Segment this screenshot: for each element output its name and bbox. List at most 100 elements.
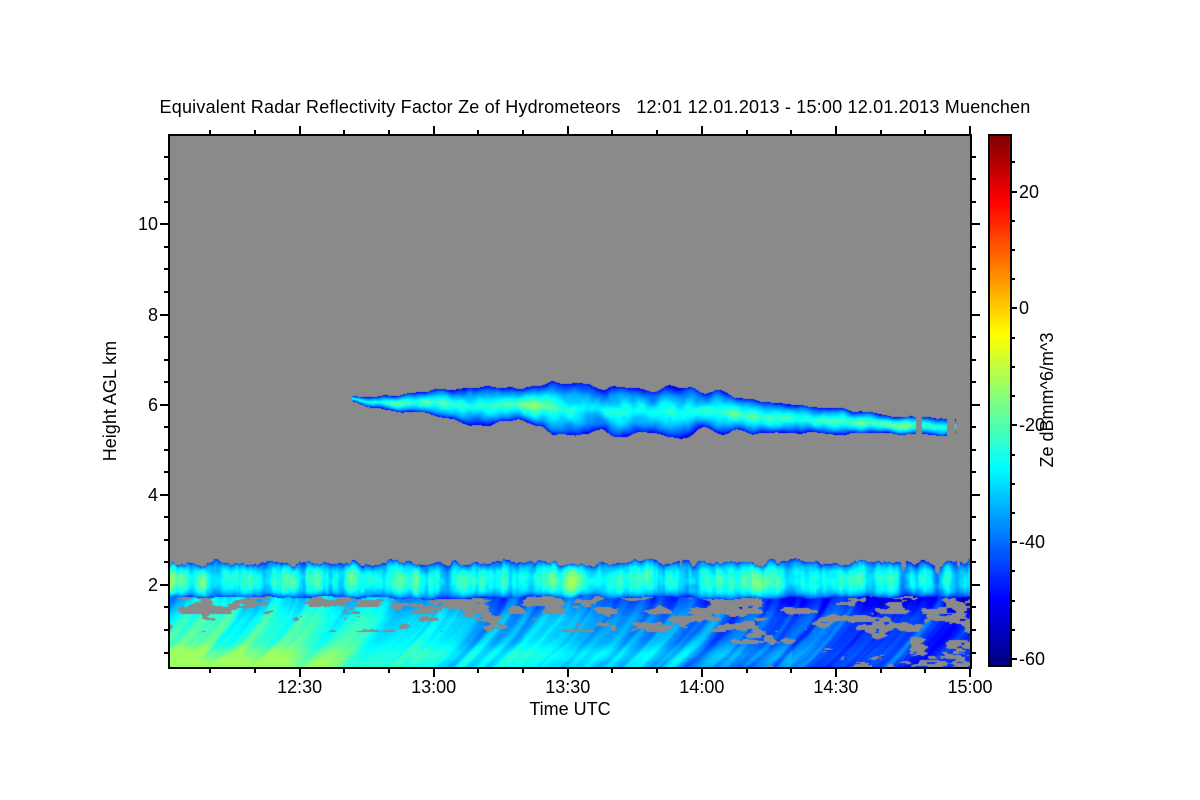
colorbar-major-tick xyxy=(1012,424,1017,427)
colorbar-gradient-canvas xyxy=(990,136,1010,665)
colorbar-minor-tick xyxy=(1012,336,1015,339)
x-axis-minor-tick xyxy=(477,669,480,673)
colorbar-major-tick xyxy=(1012,658,1017,661)
y-axis-major-tick xyxy=(972,223,980,226)
y-axis-major-tick xyxy=(160,223,168,226)
y-axis-tick-label: 6 xyxy=(147,394,158,415)
x-axis-minor-tick xyxy=(879,669,882,673)
y-axis-title: Height AGL km xyxy=(100,340,120,462)
x-axis-major-tick xyxy=(834,669,837,677)
y-axis-minor-tick xyxy=(972,538,976,541)
x-axis-major-tick xyxy=(298,669,301,677)
y-axis-major-tick xyxy=(160,403,168,406)
y-axis-minor-tick xyxy=(164,516,168,519)
x-axis-minor-tick xyxy=(209,669,212,673)
x-axis-minor-tick xyxy=(611,669,614,673)
x-axis-major-tick xyxy=(969,669,971,677)
chart-title: Equivalent Radar Reflectivity Factor Ze … xyxy=(159,97,1031,117)
y-axis-minor-tick xyxy=(164,178,168,181)
colorbar-minor-tick xyxy=(1012,482,1015,485)
y-axis-minor-tick xyxy=(972,200,976,203)
x-axis-major-tick xyxy=(834,126,837,134)
y-axis-minor-tick xyxy=(164,268,168,271)
y-axis-major-tick xyxy=(160,583,168,586)
colorbar-minor-tick xyxy=(1012,248,1015,251)
colorbar-title: Ze dBmm^6/m^3 xyxy=(1037,332,1057,468)
x-axis-tick-label: 12:30 xyxy=(277,677,323,697)
y-axis-minor-tick xyxy=(164,538,168,541)
x-axis-tick-label: 13:00 xyxy=(411,677,457,697)
x-axis-major-tick xyxy=(700,669,703,677)
x-axis-minor-tick xyxy=(253,669,256,673)
y-axis-major-tick xyxy=(160,313,168,316)
y-axis-tick-label: 8 xyxy=(147,304,158,325)
y-axis-minor-tick xyxy=(164,155,168,158)
x-axis-tick-label: 14:30 xyxy=(813,677,859,697)
y-axis-minor-tick xyxy=(972,426,976,429)
y-axis-tick-label: 2 xyxy=(147,574,158,595)
y-axis-minor-tick xyxy=(164,606,168,609)
y-axis-minor-tick xyxy=(164,448,168,451)
colorbar-minor-tick xyxy=(1012,395,1015,398)
y-axis-major-tick xyxy=(972,313,980,316)
colorbar-minor-tick xyxy=(1012,512,1015,515)
colorbar-tick-label: 20 xyxy=(1019,181,1040,202)
colorbar-minor-tick xyxy=(1012,570,1015,573)
x-axis-minor-tick xyxy=(879,130,882,134)
y-axis-minor-tick xyxy=(164,290,168,293)
y-axis-minor-tick xyxy=(164,358,168,361)
radar-heatmap-canvas xyxy=(170,136,970,667)
colorbar-minor-tick xyxy=(1012,628,1015,631)
y-axis-minor-tick xyxy=(972,448,976,451)
x-axis-minor-tick xyxy=(253,130,256,134)
x-axis-minor-tick xyxy=(790,130,793,134)
colorbar-minor-tick xyxy=(1012,453,1015,456)
y-axis-major-tick xyxy=(972,403,980,406)
x-axis-minor-tick xyxy=(209,130,212,134)
x-axis-minor-tick xyxy=(343,130,346,134)
x-axis-major-tick xyxy=(432,126,435,134)
y-axis-major-tick xyxy=(160,493,168,496)
x-axis-tick-label: 13:30 xyxy=(545,677,591,697)
y-axis-minor-tick xyxy=(164,381,168,384)
y-axis-minor-tick xyxy=(972,471,976,474)
y-axis-minor-tick xyxy=(164,629,168,632)
x-axis-minor-tick xyxy=(477,130,480,134)
y-axis-minor-tick xyxy=(972,358,976,361)
colorbar-tick-label: -20 xyxy=(1019,415,1046,436)
x-axis-minor-tick xyxy=(656,669,659,673)
x-axis-minor-tick xyxy=(656,130,659,134)
y-axis-minor-tick xyxy=(164,471,168,474)
y-axis-minor-tick xyxy=(972,268,976,271)
y-axis-minor-tick xyxy=(972,290,976,293)
x-axis-major-tick xyxy=(969,126,971,134)
y-axis-minor-tick xyxy=(164,561,168,564)
colorbar xyxy=(988,134,1012,667)
y-axis-minor-tick xyxy=(972,178,976,181)
x-axis-minor-tick xyxy=(924,130,927,134)
y-axis-minor-tick xyxy=(972,381,976,384)
y-axis-minor-tick xyxy=(972,606,976,609)
x-axis-minor-tick xyxy=(745,669,748,673)
x-axis-minor-tick xyxy=(387,669,390,673)
y-axis-minor-tick xyxy=(972,516,976,519)
y-axis-minor-tick xyxy=(972,155,976,158)
x-axis-minor-tick xyxy=(745,130,748,134)
y-axis-tick-label: 4 xyxy=(147,484,158,505)
colorbar-minor-tick xyxy=(1012,219,1015,222)
y-axis-minor-tick xyxy=(972,245,976,248)
x-axis-minor-tick xyxy=(611,130,614,134)
x-axis-minor-tick xyxy=(522,669,525,673)
y-axis-minor-tick xyxy=(164,200,168,203)
x-axis-major-tick xyxy=(700,126,703,134)
colorbar-tick-label: 0 xyxy=(1019,298,1030,319)
y-axis-minor-tick xyxy=(164,336,168,339)
y-axis-minor-tick xyxy=(972,336,976,339)
x-axis-minor-tick xyxy=(343,669,346,673)
colorbar-major-tick xyxy=(1012,307,1017,310)
colorbar-minor-tick xyxy=(1012,599,1015,602)
x-axis-major-tick xyxy=(298,126,301,134)
y-axis-tick-label: 10 xyxy=(137,214,158,235)
x-axis-minor-tick xyxy=(790,669,793,673)
